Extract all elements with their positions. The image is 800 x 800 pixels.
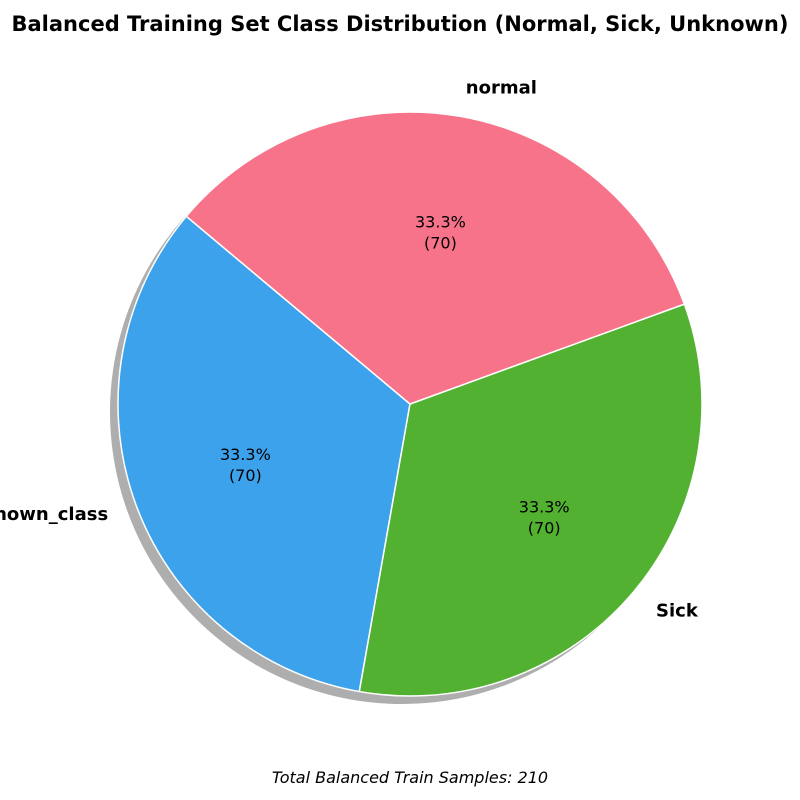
- slice-count-normal: (70): [424, 233, 457, 252]
- slice-percent-unknown-class: 33.3%: [220, 445, 271, 464]
- pie-labels: Unknown_class 33.3% (70) Sick 33.3% (70) norma…: [0, 78, 699, 622]
- pie-slice-unknown-class: [117, 215, 411, 693]
- pie-slice-sick: [358, 303, 703, 697]
- chart-footer: Total Balanced Train Samples: 210: [272, 768, 548, 787]
- slice-label-unknown-class: Unknown_class: [0, 504, 108, 525]
- pie-slices: [117, 111, 703, 697]
- slice-percent-sick: 33.3%: [519, 498, 570, 517]
- slice-percent-normal: 33.3%: [415, 212, 466, 231]
- slice-label-sick: Sick: [656, 600, 699, 621]
- slice-count-unknown-class: (70): [229, 466, 262, 485]
- slice-count-sick: (70): [528, 519, 561, 538]
- slice-label-normal: normal: [466, 78, 537, 99]
- chart-title: Balanced Training Set Class Distribution…: [12, 12, 789, 36]
- pie-slice-normal: [185, 111, 686, 405]
